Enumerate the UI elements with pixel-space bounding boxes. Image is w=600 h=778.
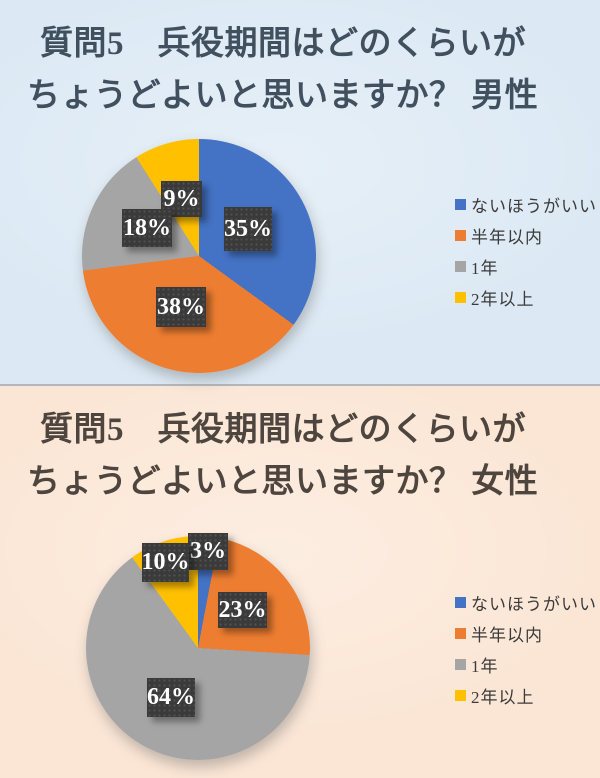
data-label-halfyear: 38% [156, 287, 206, 327]
legend-swatch-icon [455, 597, 466, 608]
chart-title-line-1: 質問5 兵役期間はどのくらいが [40, 26, 526, 62]
legend: ないほうがいい 半年以内 1年 2年以上 [455, 592, 597, 707]
female-survey-panel: 質問5 兵役期間はどのくらいが ちょうどよいと思いますか？ 女性 3% 10% … [0, 386, 600, 778]
legend-item: 2年以上 [455, 287, 597, 309]
data-label-halfyear: 23% [218, 592, 267, 628]
data-label-2year: 9% [161, 181, 202, 217]
chart-title-line-1: 質問5 兵役期間はどのくらいが [40, 412, 526, 448]
data-label-none: 3% [188, 533, 228, 570]
data-label-2year: 10% [142, 543, 190, 582]
legend-swatch-icon [455, 292, 466, 303]
legend-item: 2年以上 [455, 685, 597, 707]
data-label-1year: 18% [122, 209, 172, 247]
data-label-none: 35% [224, 207, 272, 251]
male-survey-panel: 質問5 兵役期間はどのくらいが ちょうどよいと思いますか？ 男性 9% 18% … [0, 0, 600, 386]
legend-item: 1年 [455, 654, 597, 676]
pie-chart-female [86, 536, 310, 760]
legend-label: ないほうがいい [471, 595, 597, 614]
legend-label: 半年以内 [471, 626, 543, 645]
legend-label: 2年以上 [471, 688, 535, 707]
legend-label: 2年以上 [471, 290, 535, 309]
legend-swatch-icon [455, 628, 466, 639]
data-label-1year: 64% [147, 678, 195, 717]
legend-label: 1年 [471, 259, 499, 278]
legend-item: 半年以内 [455, 225, 597, 247]
legend-swatch-icon [455, 230, 466, 241]
legend: ないほうがいい 半年以内 1年 2年以上 [455, 194, 597, 309]
chart-title-line-2: ちょうどよいと思いますか？ 女性 [27, 464, 539, 500]
legend-swatch-icon [455, 690, 466, 701]
legend-label: 1年 [471, 657, 499, 676]
legend-swatch-icon [455, 659, 466, 670]
chart-title-line-2: ちょうどよいと思いますか？ 男性 [27, 78, 539, 114]
legend-swatch-icon [455, 199, 466, 210]
legend-item: ないほうがいい [455, 592, 597, 614]
legend-item: 1年 [455, 256, 597, 278]
legend-label: 半年以内 [471, 228, 543, 247]
legend-label: ないほうがいい [471, 197, 597, 216]
legend-swatch-icon [455, 261, 466, 272]
pie-chart-male [82, 139, 316, 373]
legend-item: ないほうがいい [455, 194, 597, 216]
legend-item: 半年以内 [455, 623, 597, 645]
